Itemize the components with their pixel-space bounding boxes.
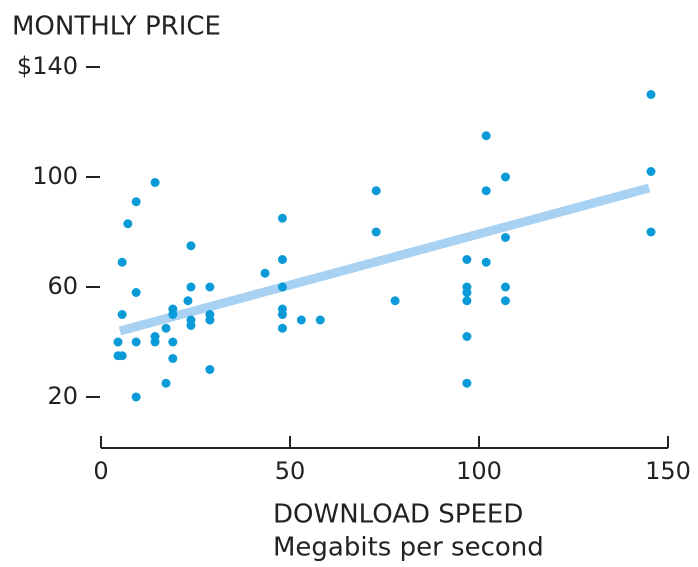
- point: [462, 378, 472, 388]
- point: [117, 310, 127, 319]
- point: [205, 315, 215, 325]
- point: [646, 90, 656, 99]
- point: [131, 337, 141, 347]
- point: [277, 282, 287, 292]
- point: [277, 310, 287, 319]
- point: [462, 255, 472, 264]
- point: [646, 227, 656, 237]
- point: [186, 241, 196, 251]
- point: [117, 257, 127, 267]
- point: [117, 351, 127, 361]
- point: [186, 321, 196, 330]
- point: [462, 288, 472, 297]
- point: [646, 167, 656, 176]
- point: [481, 186, 491, 196]
- x-tick-label: 150: [645, 457, 691, 485]
- point: [168, 354, 178, 363]
- point: [371, 186, 381, 196]
- point: [113, 337, 123, 347]
- point: [371, 227, 381, 237]
- point: [462, 296, 472, 306]
- point: [161, 323, 171, 333]
- point: [161, 378, 171, 388]
- point: [500, 296, 510, 306]
- y-tick-label: 100: [32, 162, 78, 190]
- point: [390, 296, 400, 306]
- point: [500, 282, 510, 292]
- point: [205, 282, 215, 292]
- point: [481, 257, 491, 267]
- point: [500, 172, 510, 182]
- point: [277, 255, 287, 264]
- point: [481, 131, 491, 141]
- point: [150, 337, 160, 347]
- x-tick-label: 50: [275, 457, 306, 485]
- point: [131, 197, 141, 207]
- x-axis-label: DOWNLOAD SPEED: [273, 500, 523, 530]
- point: [296, 315, 306, 325]
- x-tick-label: 100: [456, 457, 502, 485]
- y-tick-label: 60: [47, 272, 78, 300]
- point: [260, 268, 270, 278]
- point: [500, 233, 510, 242]
- point: [462, 332, 472, 341]
- point: [131, 392, 141, 402]
- chart-title: MONTHLY PRICE: [12, 12, 221, 42]
- point: [183, 296, 193, 306]
- point: [150, 178, 160, 187]
- y-tick-label: $140: [17, 52, 78, 80]
- point: [168, 337, 178, 347]
- point: [131, 288, 141, 297]
- point: [168, 310, 178, 319]
- point: [315, 315, 325, 325]
- x-tick-label: 0: [93, 457, 108, 485]
- point: [186, 282, 196, 292]
- point: [277, 323, 287, 333]
- x-axis-sublabel: Megabits per second: [273, 533, 544, 563]
- point: [123, 219, 133, 229]
- y-tick-label: 20: [47, 382, 78, 410]
- point: [277, 213, 287, 223]
- point: [205, 365, 215, 374]
- trend-line: [118, 183, 651, 336]
